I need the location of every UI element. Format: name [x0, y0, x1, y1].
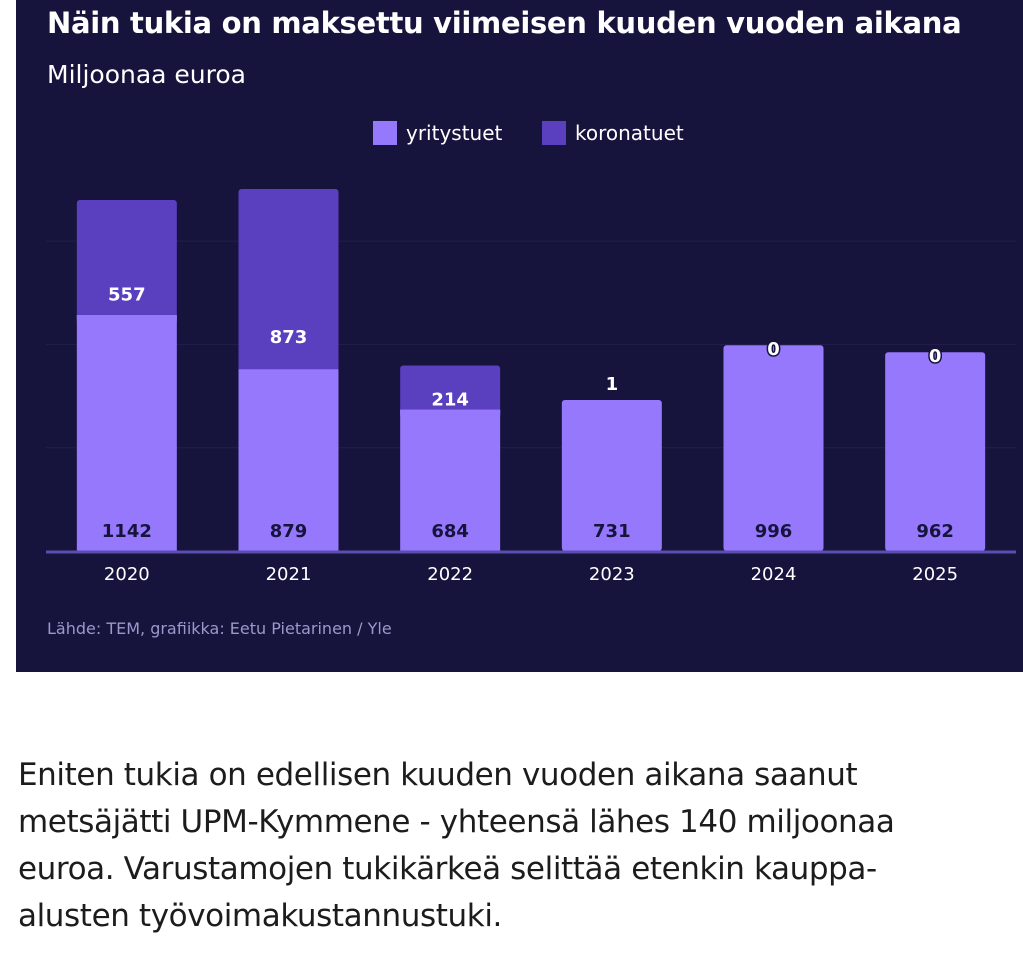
bar-yritystuet-join-2020 [76, 315, 177, 322]
bar-yritystuet-join-2021 [238, 369, 339, 376]
bar-koronatuet-2021 [238, 189, 339, 376]
label-yritystuet-2025: 962 [916, 521, 954, 542]
legend-label-koronatuet: koronatuet [575, 121, 684, 145]
bar-yritystuet-2024 [723, 345, 824, 551]
bar-yritystuet-2021 [238, 369, 339, 551]
label-yritystuet-2023: 731 [593, 521, 631, 542]
article-line: euroa. Varustamojen tukikärkeä selittää … [18, 851, 877, 887]
x-tick-label-2023: 2023 [589, 564, 635, 585]
bar-yritystuet-2023 [561, 399, 662, 551]
label-yritystuet-2021: 879 [270, 521, 308, 542]
chart-title: Näin tukia on maksettu viimeisen kuuden … [47, 6, 962, 40]
chart-panel [16, 0, 1023, 672]
bar-yritystuet-2020 [76, 315, 177, 551]
chart-source: Lähde: TEM, grafiikka: Eetu Pietarinen /… [47, 619, 392, 638]
legend-swatch-koronatuet [542, 121, 566, 145]
label-koronatuet-2024: 0 [767, 339, 780, 360]
article-paragraph: Eniten tukia on edellisen kuuden vuoden … [18, 752, 1008, 940]
label-koronatuet-2022: 214 [431, 390, 469, 411]
article-line: metsäjätti UPM-Kymmene - yhteensä lähes … [18, 804, 895, 840]
label-yritystuet-2020: 1142 [102, 521, 152, 542]
bar-yritystuet-2022 [400, 409, 501, 551]
stacked-bar-chart: yritystuet koronatuet 1142 557 2020 879 873 202… [46, 121, 1016, 585]
legend-label-yritystuet: yritystuet [406, 121, 503, 145]
article-line: Eniten tukia on edellisen kuuden vuoden … [18, 757, 858, 793]
label-koronatuet-2020: 557 [108, 284, 146, 305]
bar-koronatuet-2020 [76, 199, 177, 322]
label-koronatuet-2023: 1 [606, 374, 619, 395]
x-tick-label-2025: 2025 [912, 564, 958, 585]
x-tick-label-2021: 2021 [266, 564, 312, 585]
legend-swatch-yritystuet [373, 121, 397, 145]
article-line: alusten työvoimakustannustuki. [18, 898, 502, 934]
bar-yritystuet-2025 [885, 352, 986, 551]
label-koronatuet-2025: 0 [929, 346, 942, 367]
bar-koronatuet-2022 [400, 365, 501, 416]
chart-subtitle: Miljoonaa euroa [47, 60, 246, 89]
label-koronatuet-2021: 873 [270, 327, 308, 348]
x-tick-label-2024: 2024 [751, 564, 797, 585]
label-yritystuet-2022: 684 [431, 521, 469, 542]
x-tick-label-2020: 2020 [104, 564, 150, 585]
label-yritystuet-2024: 996 [755, 521, 793, 542]
x-tick-label-2022: 2022 [427, 564, 473, 585]
bar-yritystuet-join-2022 [400, 409, 501, 416]
